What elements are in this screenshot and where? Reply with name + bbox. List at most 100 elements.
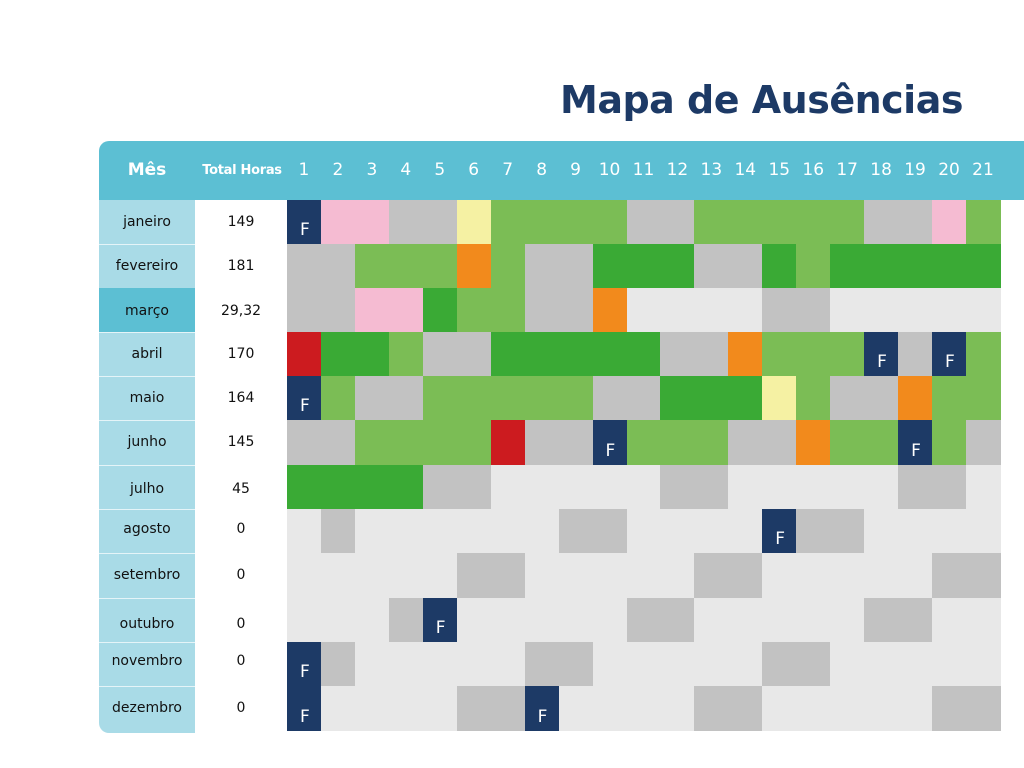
day-cell[interactable] <box>728 598 763 642</box>
day-cell[interactable] <box>456 244 492 288</box>
day-cell[interactable] <box>830 288 865 332</box>
day-cell[interactable] <box>830 244 865 288</box>
day-cell[interactable] <box>762 288 797 332</box>
day-cell[interactable] <box>388 642 424 686</box>
day-cell[interactable] <box>796 553 831 598</box>
day-cell[interactable] <box>796 686 831 731</box>
day-cell[interactable] <box>558 598 594 642</box>
day-cell[interactable] <box>728 288 763 332</box>
day-cell[interactable] <box>524 376 560 420</box>
day-cell[interactable] <box>966 642 1001 686</box>
day-cell[interactable] <box>626 509 662 553</box>
day-cell[interactable] <box>626 376 662 420</box>
day-cell[interactable] <box>660 509 695 553</box>
day-cell[interactable] <box>728 376 763 420</box>
day-cell[interactable] <box>422 200 458 244</box>
month-label-junho[interactable]: junho <box>127 434 167 450</box>
day-cell[interactable] <box>490 465 526 509</box>
day-cell[interactable] <box>287 244 322 288</box>
day-cell[interactable] <box>388 686 424 731</box>
day-cell[interactable] <box>626 553 662 598</box>
day-cell[interactable] <box>830 332 865 376</box>
day-cell[interactable] <box>388 376 424 420</box>
day-cell[interactable] <box>796 420 831 465</box>
day-cell[interactable] <box>626 244 662 288</box>
day-cell[interactable] <box>320 465 356 509</box>
day-cell[interactable] <box>796 376 831 420</box>
day-cell[interactable] <box>728 642 763 686</box>
day-cell[interactable] <box>558 376 594 420</box>
day-cell[interactable] <box>558 288 594 332</box>
day-cell[interactable] <box>694 686 729 731</box>
day-cell[interactable] <box>830 420 865 465</box>
month-label-novembro[interactable]: novembro <box>111 653 183 669</box>
day-cell[interactable] <box>524 553 560 598</box>
day-cell[interactable] <box>626 465 662 509</box>
day-cell[interactable] <box>490 332 526 376</box>
day-cell[interactable] <box>694 509 729 553</box>
day-cell[interactable] <box>932 686 967 731</box>
day-cell[interactable] <box>287 598 322 642</box>
day-cell[interactable] <box>388 509 424 553</box>
day-cell[interactable] <box>796 642 831 686</box>
day-cell[interactable] <box>694 288 729 332</box>
day-cell[interactable] <box>660 420 695 465</box>
holiday-cell[interactable]: F <box>898 420 933 465</box>
day-cell[interactable] <box>830 465 865 509</box>
day-cell[interactable] <box>558 420 594 465</box>
day-cell[interactable] <box>694 642 729 686</box>
day-cell[interactable] <box>966 420 1001 465</box>
month-label-outubro[interactable]: outubro <box>119 616 175 632</box>
day-cell[interactable] <box>864 509 899 553</box>
day-cell[interactable] <box>864 376 899 420</box>
day-cell[interactable] <box>592 642 628 686</box>
day-cell[interactable] <box>354 509 390 553</box>
day-cell[interactable] <box>354 420 390 465</box>
day-cell[interactable] <box>626 288 662 332</box>
day-cell[interactable] <box>762 598 797 642</box>
day-cell[interactable] <box>728 553 763 598</box>
day-cell[interactable] <box>524 420 560 465</box>
day-cell[interactable] <box>354 376 390 420</box>
day-cell[interactable] <box>830 200 865 244</box>
day-cell[interactable] <box>728 420 763 465</box>
day-cell[interactable] <box>626 200 662 244</box>
day-cell[interactable] <box>490 509 526 553</box>
day-cell[interactable] <box>796 509 831 553</box>
day-cell[interactable] <box>558 332 594 376</box>
holiday-cell[interactable]: F <box>287 642 322 686</box>
day-cell[interactable] <box>660 686 695 731</box>
day-cell[interactable] <box>864 420 899 465</box>
day-cell[interactable] <box>388 332 424 376</box>
day-cell[interactable] <box>898 376 933 420</box>
day-cell[interactable] <box>287 332 322 376</box>
day-cell[interactable] <box>490 376 526 420</box>
day-cell[interactable] <box>287 288 322 332</box>
day-cell[interactable] <box>558 686 594 731</box>
day-cell[interactable] <box>762 465 797 509</box>
day-cell[interactable] <box>524 509 560 553</box>
day-cell[interactable] <box>354 332 390 376</box>
day-cell[interactable] <box>932 509 967 553</box>
day-cell[interactable] <box>660 288 695 332</box>
day-cell[interactable] <box>422 376 458 420</box>
day-cell[interactable] <box>592 376 628 420</box>
day-cell[interactable] <box>694 465 729 509</box>
day-cell[interactable] <box>932 376 967 420</box>
day-cell[interactable] <box>287 420 322 465</box>
day-cell[interactable] <box>558 200 594 244</box>
holiday-cell[interactable]: F <box>762 509 797 553</box>
day-cell[interactable] <box>762 553 797 598</box>
day-cell[interactable] <box>898 553 933 598</box>
day-cell[interactable] <box>320 686 356 731</box>
day-cell[interactable] <box>592 200 628 244</box>
day-cell[interactable] <box>422 332 458 376</box>
day-cell[interactable] <box>592 244 628 288</box>
day-cell[interactable] <box>898 509 933 553</box>
day-cell[interactable] <box>422 686 458 731</box>
day-cell[interactable] <box>694 553 729 598</box>
day-cell[interactable] <box>388 465 424 509</box>
day-cell[interactable] <box>558 509 594 553</box>
day-cell[interactable] <box>660 376 695 420</box>
day-cell[interactable] <box>830 553 865 598</box>
